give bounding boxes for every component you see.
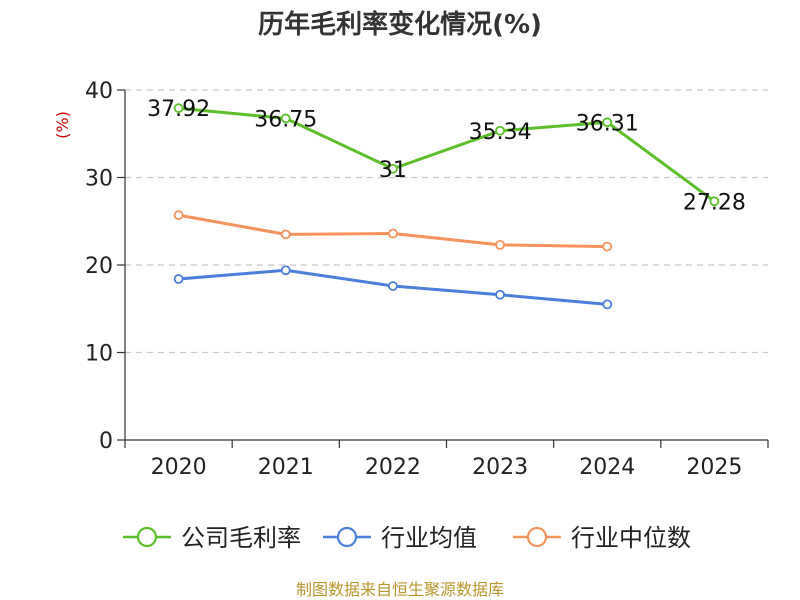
data-point (173, 274, 184, 284)
data-point (388, 228, 398, 239)
legend-item[interactable]: 行业均值 (323, 524, 477, 552)
legend-item[interactable]: 行业中位数 (513, 524, 691, 552)
y-tick-label: 0 (99, 429, 113, 454)
y-tick-label: 40 (85, 79, 113, 104)
x-tick-label: 2023 (472, 455, 528, 480)
legend-label: 行业中位数 (571, 524, 691, 552)
chart-title: 历年毛利率变化情况(%) (258, 9, 542, 40)
x-tick-label: 2022 (365, 455, 421, 480)
legend-label: 行业均值 (381, 524, 477, 552)
x-tick-label: 2025 (686, 455, 742, 480)
data-point (280, 113, 291, 124)
data-point (173, 210, 184, 221)
data-point (602, 117, 613, 128)
y-axis-label: (%) (53, 111, 72, 139)
data-label: 35.34 (469, 120, 532, 145)
data-label: 36.75 (254, 107, 317, 132)
y-tick-label: 10 (85, 342, 113, 367)
legend-item[interactable]: 公司毛利率 (123, 524, 301, 552)
y-tick-label: 20 (85, 254, 113, 279)
data-label: 31 (379, 158, 407, 183)
data-point (495, 289, 505, 300)
data-point (602, 299, 613, 310)
data-point (495, 239, 505, 250)
data-point (388, 281, 398, 291)
data-point (280, 229, 291, 240)
data-label: 37.92 (147, 97, 210, 122)
data-point (602, 241, 613, 252)
data-label: 36.31 (576, 111, 639, 136)
legend-marker (136, 526, 158, 548)
data-point (709, 196, 720, 207)
x-tick-label: 2020 (151, 455, 207, 480)
legend-label: 公司毛利率 (181, 524, 301, 552)
legend-marker (526, 526, 548, 548)
data-point (388, 163, 398, 174)
data-point (280, 265, 291, 276)
x-tick-label: 2021 (258, 455, 314, 480)
source-note: 制图数据来自恒生聚源数据库 (296, 580, 504, 599)
data-label: 27.28 (683, 190, 746, 215)
x-tick-label: 2024 (579, 455, 635, 480)
data-point (495, 125, 505, 136)
legend-marker (336, 526, 358, 548)
series-line-0 (178, 106, 716, 203)
y-tick-label: 30 (85, 167, 113, 192)
data-point (173, 103, 184, 114)
